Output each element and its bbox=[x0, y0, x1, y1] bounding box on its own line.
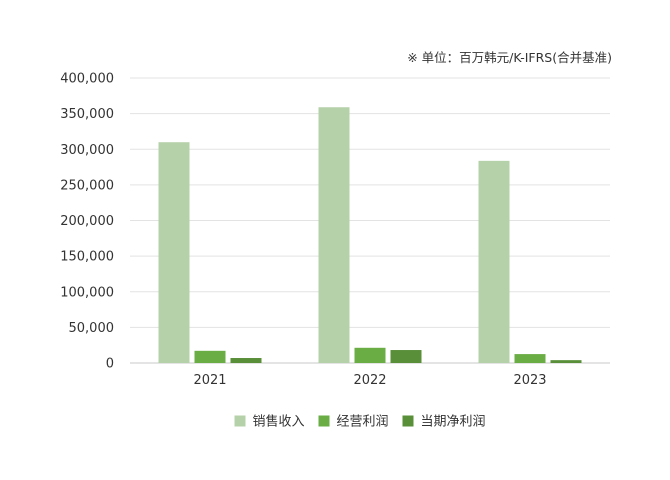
bar-1-2023 bbox=[478, 160, 510, 363]
y-tick-label: 100,000 bbox=[60, 285, 114, 300]
bar-1-2022 bbox=[318, 107, 350, 363]
bar-2-2021 bbox=[194, 350, 226, 363]
y-tick-label: 400,000 bbox=[60, 72, 114, 87]
x-axis-tick-labels: 2021 2022 2023 bbox=[193, 373, 546, 388]
bar-3-2022 bbox=[390, 350, 422, 363]
y-axis-tick-labels: 0 50,000 100,000 150,000 200,000 250,000 300,0… bbox=[60, 72, 114, 372]
legend-label: 经营利润 bbox=[337, 415, 389, 430]
bars bbox=[158, 107, 582, 363]
bar-3-2021 bbox=[230, 358, 262, 363]
bar-2-2023 bbox=[514, 354, 546, 363]
bar-1-2021 bbox=[158, 142, 190, 363]
legend-swatch bbox=[402, 415, 414, 427]
y-tick-label: 350,000 bbox=[60, 107, 114, 122]
legend-swatch bbox=[318, 415, 330, 427]
x-tick-label: 2021 bbox=[193, 373, 226, 388]
y-tick-label: 200,000 bbox=[60, 214, 114, 229]
x-tick-label: 2023 bbox=[513, 373, 546, 388]
bar-2-2022 bbox=[354, 347, 386, 363]
y-tick-label: 0 bbox=[106, 357, 114, 372]
x-tick-label: 2022 bbox=[353, 373, 386, 388]
y-tick-label: 300,000 bbox=[60, 143, 114, 158]
y-tick-label: 50,000 bbox=[69, 321, 115, 336]
y-tick-label: 150,000 bbox=[60, 250, 114, 265]
unit-note: ※ 单位：百万韩元/K-IFRS(合并基准) bbox=[407, 50, 612, 65]
legend-swatch bbox=[234, 415, 246, 427]
legend-label: 当期净利润 bbox=[421, 415, 486, 430]
bar-3-2023 bbox=[550, 360, 582, 363]
y-tick-label: 250,000 bbox=[60, 178, 114, 193]
legend: 销售收入 经营利润 当期净利润 bbox=[234, 414, 486, 430]
legend-label: 销售收入 bbox=[253, 414, 305, 430]
gridlines bbox=[130, 77, 610, 364]
